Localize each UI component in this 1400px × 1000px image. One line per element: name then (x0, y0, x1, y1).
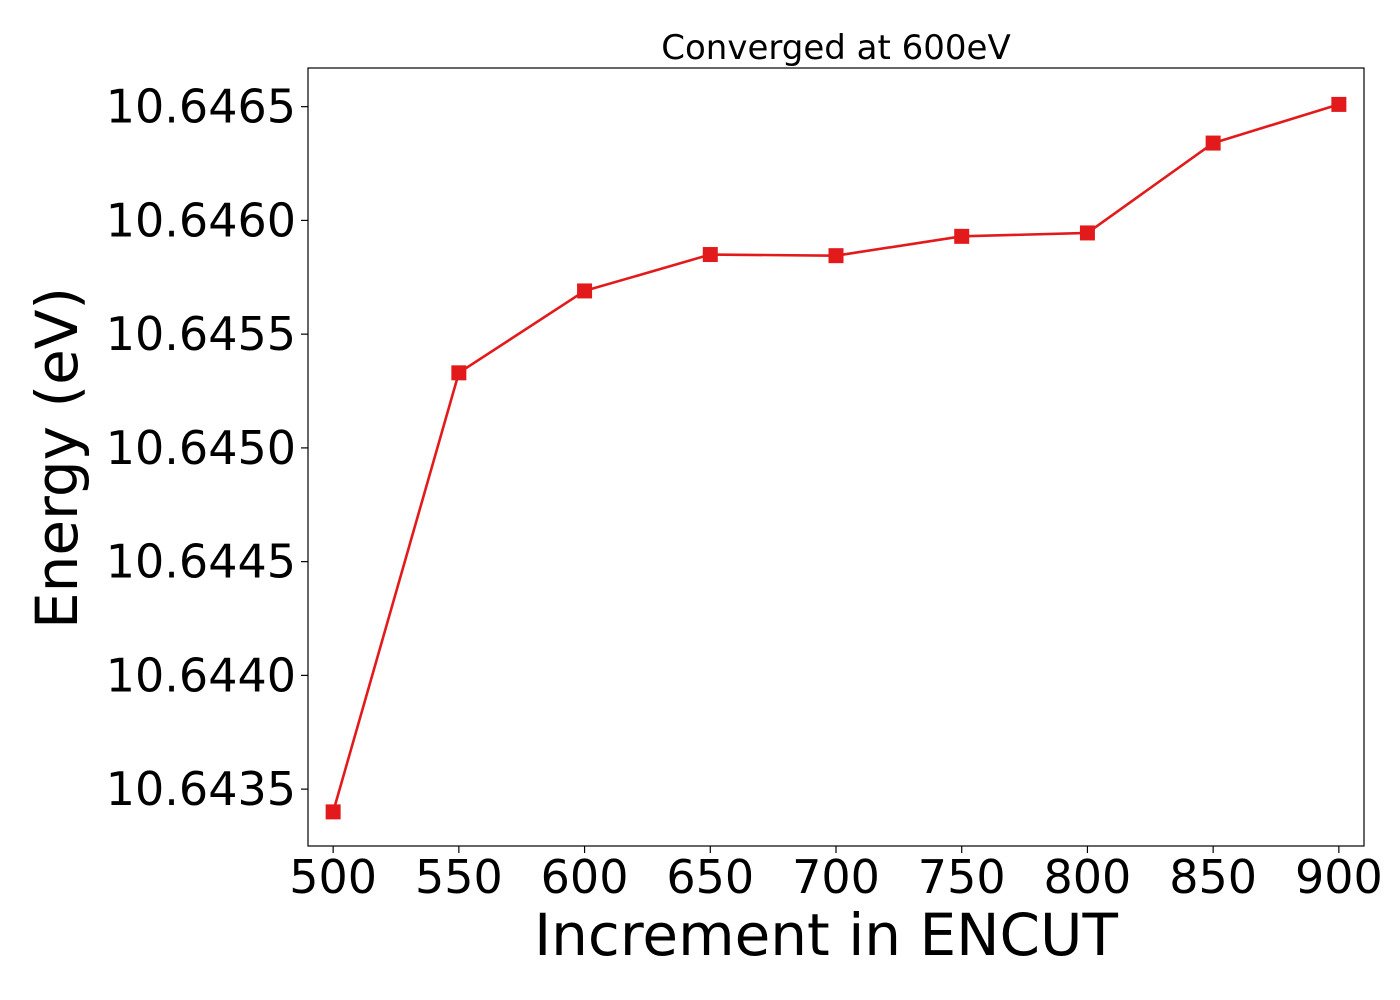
y-tick-label: 10.6455 (106, 307, 296, 361)
x-tick-label: 650 (666, 850, 754, 904)
data-point-marker (1205, 135, 1221, 151)
x-tick-label: 800 (1044, 850, 1132, 904)
data-point-marker (702, 247, 718, 263)
series-layer (325, 96, 1347, 820)
y-axis-ticks: 10.6435 10.6440 10.6445 10.6450 10.6455 10.64… (106, 80, 308, 816)
x-tick-label: 550 (415, 850, 503, 904)
x-tick-label: 750 (918, 850, 1006, 904)
x-tick-label: 500 (289, 850, 377, 904)
x-tick-label: 700 (792, 850, 880, 904)
y-tick-label: 10.6445 (106, 535, 296, 589)
x-tick-label: 600 (541, 850, 629, 904)
y-axis-label: Energy (eV) (23, 287, 91, 629)
y-tick-label: 10.6435 (106, 762, 296, 816)
y-tick-label: 10.6460 (106, 193, 296, 247)
data-point-marker (577, 283, 593, 299)
plot-frame (307, 67, 1365, 847)
chart-title: Converged at 600eV (661, 28, 1010, 68)
data-point-marker (325, 804, 341, 820)
y-tick-label: 10.6465 (106, 80, 296, 134)
data-point-marker (451, 365, 467, 381)
y-tick-label: 10.6450 (106, 421, 296, 475)
data-point-marker (1079, 225, 1095, 241)
x-axis-label: Increment in ENCUT (534, 901, 1118, 969)
x-tick-label: 900 (1295, 850, 1383, 904)
data-point-marker (1331, 96, 1347, 112)
data-point-marker (828, 248, 844, 264)
x-axis-ticks: 500 550 600 650 700 750 800 850 900 (289, 846, 1383, 904)
y-tick-label: 10.6440 (106, 648, 296, 702)
x-tick-label: 850 (1169, 850, 1257, 904)
data-point-marker (954, 228, 970, 244)
plot-background (308, 68, 1364, 846)
